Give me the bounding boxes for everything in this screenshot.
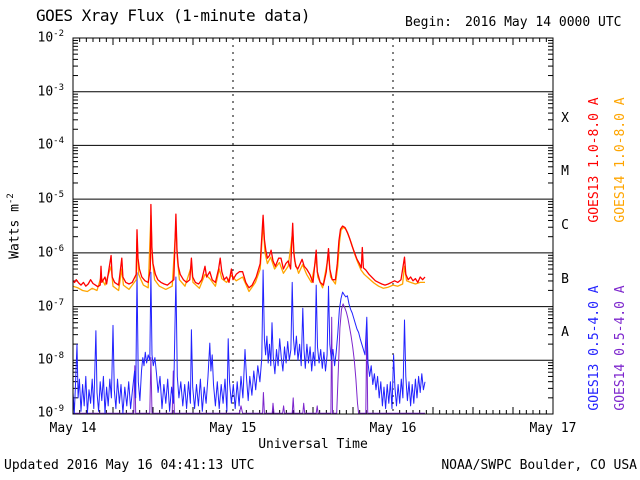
series-label-goes13-long: GOES13 1.0-8.0 A [587, 97, 602, 223]
chart-title: GOES Xray Flux (1-minute data) [36, 6, 310, 25]
trace-goes13-long [72, 203, 426, 289]
series-label-goes14-long: GOES14 1.0-8.0 A [613, 97, 628, 223]
flare-class-letter: B [561, 271, 569, 287]
series-label-goes14-short: GOES14 0.5-4.0 A [613, 285, 628, 411]
y-tick-label: 10-8 [37, 351, 65, 368]
y-tick-label: 10-9 [37, 404, 65, 421]
begin-label: Begin: [405, 15, 452, 30]
y-tick-label: 10-5 [37, 190, 65, 207]
y-tick-label: 10-2 [37, 29, 65, 46]
flare-class-letter: X [561, 110, 569, 126]
x-tick-label: May 17 [529, 421, 577, 436]
y-tick-label: 10-6 [37, 243, 65, 261]
y-tick-label: 10-3 [37, 82, 65, 100]
y-tick-label: 10-7 [37, 297, 65, 314]
begin-time: Begin: 2016 May 14 0000 UTC [405, 15, 622, 30]
flare-class-letter: A [561, 325, 569, 341]
y-axis-title: Watts m-2 [6, 193, 23, 259]
flare-class-letter: M [561, 164, 569, 180]
updated-timestamp: Updated 2016 May 16 04:41:13 UTC [4, 458, 255, 473]
x-tick-label: May 15 [209, 421, 257, 436]
y-tick-label: 10-4 [37, 136, 65, 153]
trace-goes13-short [72, 269, 426, 414]
begin-value: 2016 May 14 0000 UTC [464, 15, 622, 30]
flare-class-letter: C [561, 218, 569, 233]
source-attribution: NOAA/SWPC Boulder, CO USA [441, 458, 637, 473]
axis-frame [72, 37, 554, 415]
x-tick-label: May 16 [369, 421, 417, 436]
x-tick-label: May 14 [49, 421, 97, 436]
x-axis-title: Universal Time [258, 437, 368, 452]
series-label-goes13-short: GOES13 0.5-4.0 A [587, 285, 602, 411]
trace-goes14-long [72, 214, 425, 293]
